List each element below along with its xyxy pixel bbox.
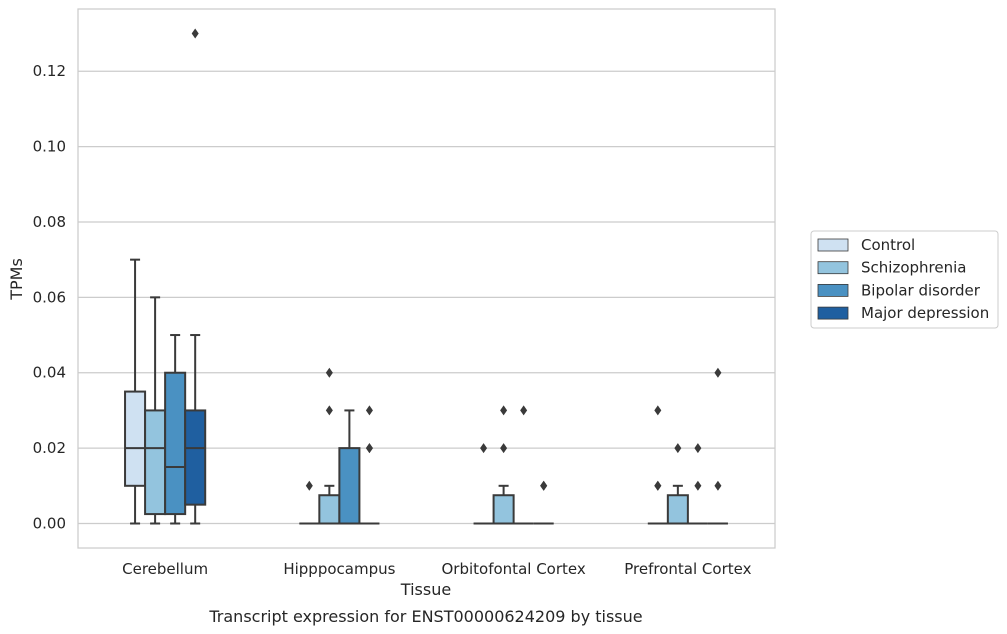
chart-caption: Transcript expression for ENST0000062420… bbox=[208, 607, 642, 626]
outlier-marker bbox=[520, 405, 528, 416]
outlier-marker bbox=[694, 443, 702, 454]
y-tick-label: 0.08 bbox=[33, 213, 66, 231]
outlier-marker bbox=[694, 480, 702, 491]
outlier-marker bbox=[365, 443, 373, 454]
x-tick-label: Prefrontal Cortex bbox=[624, 560, 751, 578]
outlier-marker bbox=[325, 405, 333, 416]
y-tick-label: 0.06 bbox=[33, 288, 66, 306]
legend-label: Control bbox=[861, 236, 915, 254]
outlier-marker bbox=[674, 443, 682, 454]
box-group bbox=[513, 405, 534, 525]
box-group bbox=[144, 296, 167, 525]
y-axis-label: TPMs bbox=[7, 258, 26, 301]
y-tick-label: 0.02 bbox=[33, 439, 66, 457]
box-iqr bbox=[666, 494, 689, 525]
box-group bbox=[164, 334, 187, 525]
outlier-marker bbox=[325, 367, 333, 378]
legend-swatch bbox=[817, 283, 849, 297]
y-tick-label: 0.10 bbox=[33, 138, 66, 156]
box-group bbox=[533, 480, 554, 525]
box-iqr bbox=[318, 494, 341, 525]
boxes bbox=[124, 28, 728, 525]
y-tick-label: 0.04 bbox=[33, 364, 66, 382]
box-group bbox=[338, 409, 361, 525]
box-iqr bbox=[492, 494, 515, 525]
box-group bbox=[687, 443, 708, 525]
box-iqr bbox=[338, 447, 361, 525]
outlier-marker bbox=[540, 480, 548, 491]
y-tick-label: 0.12 bbox=[33, 62, 66, 80]
box-group bbox=[359, 405, 380, 525]
x-axis-label: Tissue bbox=[400, 580, 451, 599]
legend-swatch bbox=[817, 261, 849, 275]
outlier-marker bbox=[305, 480, 313, 491]
box-group bbox=[492, 405, 515, 525]
legend: Control Schizophrenia Bipolar disorder Majo… bbox=[810, 230, 999, 329]
box-iqr bbox=[164, 371, 187, 516]
box-group bbox=[666, 443, 689, 525]
legend-label: Major depression bbox=[861, 304, 989, 322]
box-group bbox=[299, 480, 320, 525]
x-tick-label: Orbitofontal Cortex bbox=[442, 560, 586, 578]
x-tick-label: Hipppocampus bbox=[283, 560, 395, 578]
box-group bbox=[184, 28, 207, 525]
outlier-marker bbox=[480, 443, 488, 454]
plot-frame bbox=[77, 8, 776, 549]
box-iqr bbox=[144, 409, 167, 516]
box-group bbox=[647, 405, 668, 525]
legend-swatch bbox=[817, 238, 849, 252]
outlier-marker bbox=[500, 405, 508, 416]
legend-frame bbox=[810, 230, 999, 329]
x-tick-label: Cerebellum bbox=[122, 560, 208, 578]
outlier-marker bbox=[191, 28, 199, 39]
box-group bbox=[318, 367, 341, 525]
outlier-marker bbox=[500, 443, 508, 454]
x-tick-labels: Cerebellum Hipppocampus Orbitofontal Corte… bbox=[122, 560, 751, 578]
box-group bbox=[473, 443, 494, 525]
outlier-marker bbox=[654, 480, 662, 491]
outlier-marker bbox=[365, 405, 373, 416]
box-iqr bbox=[184, 409, 207, 506]
outlier-marker bbox=[714, 367, 722, 378]
legend-label: Schizophrenia bbox=[861, 259, 966, 277]
legend-label: Bipolar disorder bbox=[861, 281, 981, 299]
y-tick-label: 0.00 bbox=[33, 515, 66, 533]
outlier-marker bbox=[714, 480, 722, 491]
legend-swatch bbox=[817, 306, 849, 320]
box-group bbox=[707, 367, 728, 525]
legend-items: Control Schizophrenia Bipolar disorder Majo… bbox=[817, 236, 989, 322]
outlier-marker bbox=[654, 405, 662, 416]
y-tick-labels: 0.00 0.02 0.04 0.06 0.08 0.10 0.12 bbox=[33, 62, 66, 532]
box-iqr bbox=[124, 390, 147, 487]
box-group bbox=[124, 258, 147, 525]
